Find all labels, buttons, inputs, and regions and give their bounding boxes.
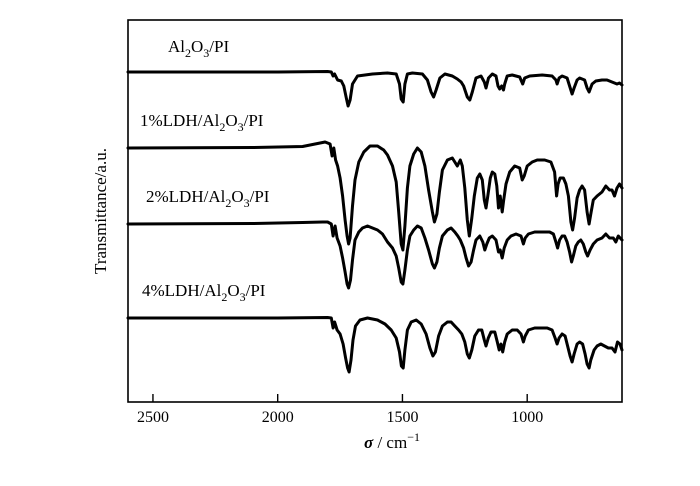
x-axis-separator: / xyxy=(373,433,386,452)
series-label-2: 1%LDH/Al2O3/PI xyxy=(140,111,264,134)
x-axis-exponent: −1 xyxy=(407,430,420,444)
x-tick-label-2000: 2000 xyxy=(262,409,294,426)
series-label-1: Al2O3/PI xyxy=(168,37,229,60)
series-label-3: 2%LDH/Al2O3/PI xyxy=(146,187,270,210)
series-line-2 xyxy=(126,140,624,252)
x-tick-label-1000: 1000 xyxy=(511,409,543,426)
y-axis-title: Transmittance/a.u. xyxy=(91,148,110,274)
series-labels: Al2O3/PI 1%LDH/Al2O3/PI 2%LDH/Al2O3/PI 4%LD… xyxy=(140,37,270,304)
x-axis-title: σ / cm−1 xyxy=(364,430,420,452)
series-line-4 xyxy=(126,316,624,374)
x-axis-unit: cm xyxy=(386,433,407,452)
series-line-1 xyxy=(126,70,624,108)
x-axis-ticks xyxy=(152,394,528,402)
x-axis-symbol: σ xyxy=(364,433,374,452)
series-line-3 xyxy=(126,220,624,290)
x-axis-tick-labels: 2500 2000 1500 1000 xyxy=(137,409,543,426)
x-tick-label-2500: 2500 xyxy=(137,409,169,426)
series-label-4: 4%LDH/Al2O3/PI xyxy=(142,281,266,304)
plot-frame xyxy=(127,19,623,403)
series-traces xyxy=(126,70,624,374)
x-tick-label-1500: 1500 xyxy=(386,409,418,426)
